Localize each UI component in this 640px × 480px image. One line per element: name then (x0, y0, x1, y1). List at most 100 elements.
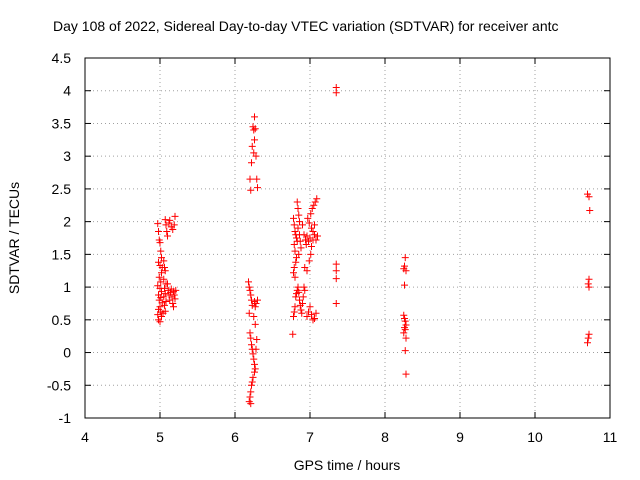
data-point (299, 293, 307, 301)
data-point (245, 278, 252, 286)
data-point (294, 224, 302, 232)
data-point (170, 221, 178, 229)
data-point (247, 400, 255, 408)
data-point (160, 275, 168, 283)
data-point (290, 308, 298, 316)
data-point (163, 227, 171, 235)
y-tick-label: -1 (59, 410, 72, 426)
data-point (246, 393, 254, 401)
data-point (303, 313, 311, 321)
data-point (170, 303, 177, 311)
data-point (296, 237, 304, 245)
data-point (161, 290, 169, 298)
data-point (311, 231, 318, 239)
data-point (586, 207, 594, 215)
data-point (248, 142, 256, 150)
data-point (246, 329, 254, 337)
data-point (307, 210, 315, 218)
data-point (155, 258, 162, 266)
data-point (585, 193, 593, 201)
data-point (158, 288, 165, 296)
data-point (308, 224, 315, 232)
data-point (248, 381, 255, 389)
data-point (251, 136, 258, 144)
data-point (250, 313, 258, 321)
data-point (245, 283, 253, 291)
data-point (312, 309, 320, 317)
data-point (300, 283, 308, 291)
data-point (253, 175, 261, 183)
data-point (332, 89, 340, 97)
data-point (304, 214, 312, 222)
data-point (297, 244, 305, 252)
data-point (154, 220, 162, 228)
y-tick-label: 4.5 (52, 50, 72, 66)
data-point (290, 221, 298, 229)
data-point (308, 311, 315, 319)
data-point (251, 368, 258, 376)
data-point (289, 330, 297, 338)
data-point (161, 216, 169, 224)
data-point (169, 299, 177, 307)
data-point (291, 227, 299, 235)
data-point (299, 221, 306, 229)
data-point (251, 320, 259, 328)
chart-title: Day 108 of 2022, Sidereal Day-to-day VTE… (53, 18, 559, 34)
data-point (164, 232, 171, 240)
data-point (298, 309, 306, 317)
y-tick-label: -0.5 (47, 377, 71, 393)
data-point (161, 301, 168, 309)
data-point (312, 236, 320, 244)
data-point (160, 293, 168, 301)
data-point (332, 260, 340, 268)
data-point (314, 232, 321, 240)
data-point (249, 373, 257, 381)
data-point (307, 250, 315, 258)
x-tick-label: 9 (456, 429, 464, 445)
data-point (247, 186, 255, 194)
data-point (252, 152, 260, 160)
x-tick-label: 6 (231, 429, 239, 445)
data-point (164, 280, 171, 288)
data-point (169, 225, 177, 233)
data-point (305, 219, 313, 227)
data-point (254, 184, 261, 192)
data-point (250, 126, 258, 134)
x-tick-label: 11 (603, 429, 618, 445)
data-point (585, 275, 593, 283)
data-point (251, 303, 259, 311)
data-point (290, 313, 297, 321)
data-point (332, 275, 340, 283)
data-point (158, 269, 165, 277)
data-point (248, 301, 256, 309)
data-point (155, 227, 162, 235)
data-point (157, 247, 165, 255)
data-point (303, 267, 311, 275)
y-tick-label: 2 (63, 214, 71, 230)
data-point (254, 296, 261, 304)
data-point (167, 288, 174, 296)
data-point (161, 267, 169, 275)
data-point (159, 309, 167, 317)
data-point (294, 283, 302, 291)
data-point (305, 237, 312, 245)
data-point (305, 257, 313, 265)
x-tick-label: 4 (81, 429, 89, 445)
data-point (400, 311, 408, 319)
data-point (295, 288, 303, 296)
x-tick-label: 5 (156, 429, 164, 445)
data-point (251, 125, 259, 133)
data-point (251, 113, 258, 121)
data-point (246, 175, 254, 183)
data-point (291, 303, 299, 311)
data-point (248, 341, 255, 349)
data-point (248, 378, 256, 386)
data-point (246, 286, 254, 294)
y-tick-label: 1 (63, 279, 71, 295)
y-tick-label: 2.5 (52, 181, 72, 197)
data-point (290, 269, 297, 277)
y-tick-label: 4 (63, 83, 71, 99)
data-point (401, 347, 409, 355)
data-point (290, 241, 298, 249)
plot-frame (84, 57, 611, 419)
